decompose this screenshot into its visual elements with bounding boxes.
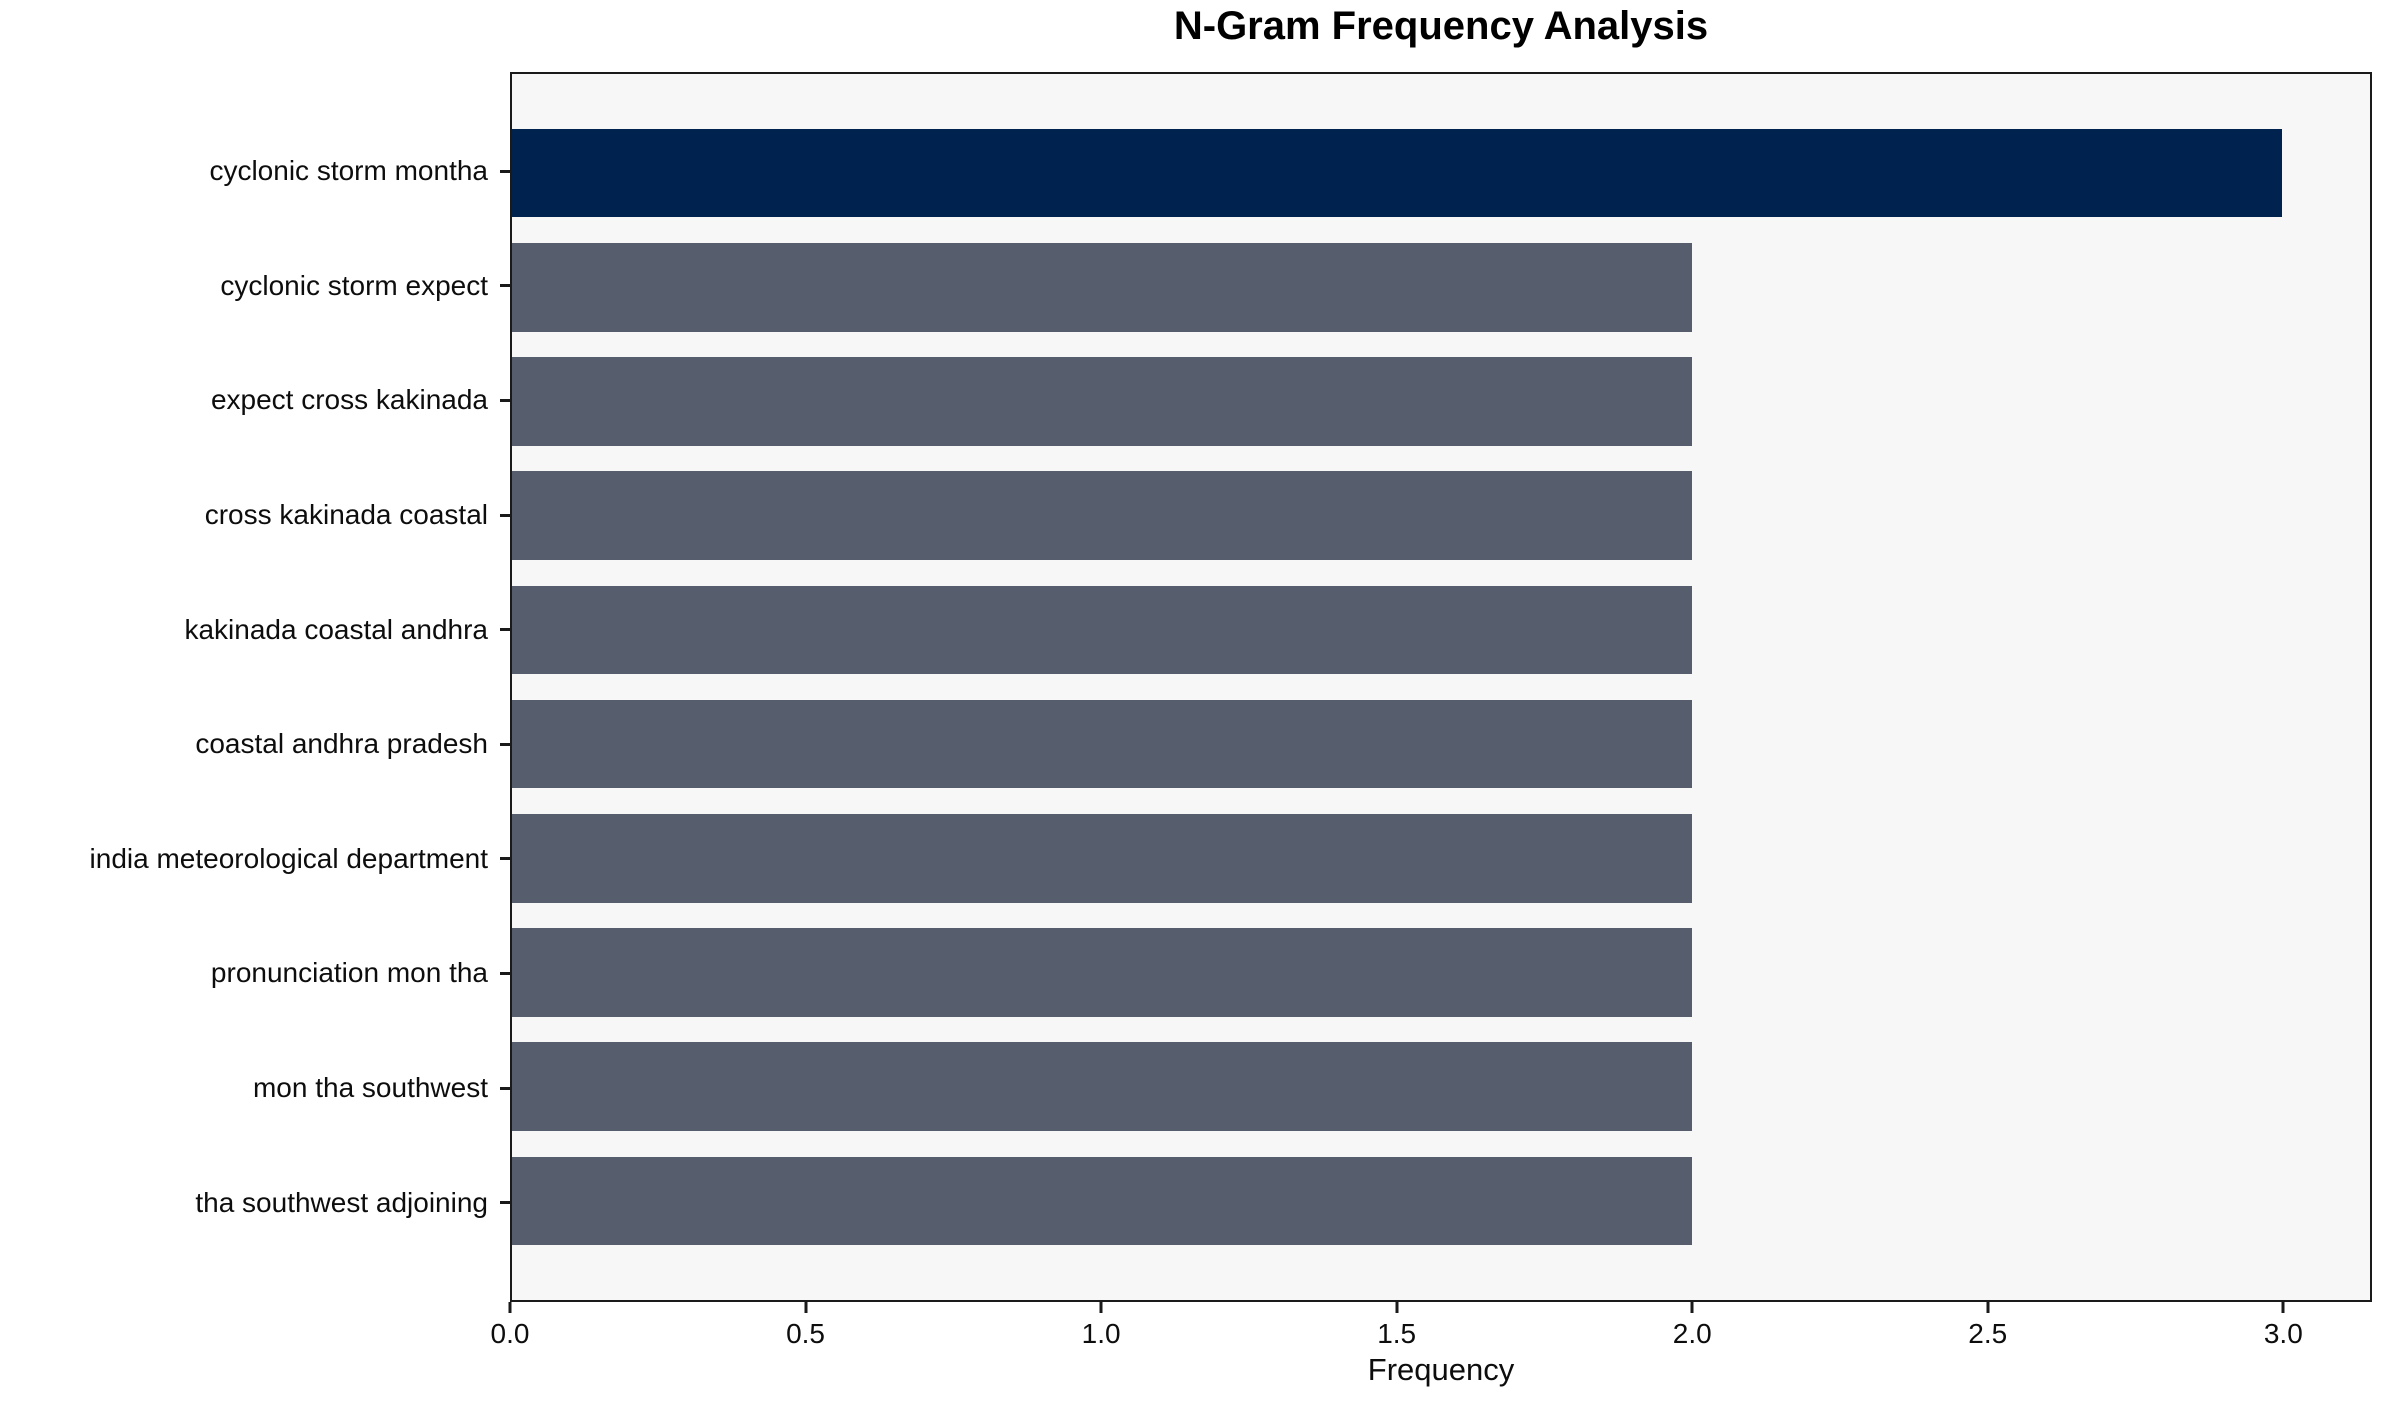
- bar: [512, 243, 1692, 332]
- y-axis-category-label: mon tha southwest: [252, 1072, 488, 1104]
- x-axis: 0.0 0.5 1.0 1.5 2.0 2.5 3.0: [491, 1302, 2372, 1372]
- y-tick-row: [500, 458, 510, 573]
- bar-band: [512, 344, 2370, 458]
- x-tick-label: 1.0: [1081, 1318, 1121, 1349]
- x-axis-title: Frequency: [1367, 1352, 1515, 1387]
- bar-band: [512, 1144, 2370, 1258]
- x-tick-mark: [508, 1302, 512, 1313]
- x-tick-mark: [1986, 1302, 1990, 1313]
- y-label-row: mon tha southwest: [0, 1031, 488, 1146]
- bar-band: [512, 230, 2370, 344]
- y-label-row: cyclonic storm expect: [0, 229, 488, 344]
- x-tick-mark: [1099, 1302, 1103, 1313]
- y-tick-row: [500, 916, 510, 1031]
- x-tick-mark: [2281, 1302, 2285, 1313]
- y-axis-ticks: [500, 114, 510, 1260]
- y-tick-mark: [500, 1201, 510, 1205]
- bar: [512, 585, 1692, 675]
- y-label-row: tha southwest adjoining: [0, 1145, 488, 1260]
- y-axis-category-label: cyclonic storm expect: [220, 269, 488, 301]
- x-tick-label: 2.5: [1968, 1318, 2008, 1349]
- y-axis-category-label: cross kakinada coastal: [204, 499, 488, 531]
- bars-container: [512, 116, 2370, 1258]
- y-tick-mark: [500, 971, 510, 975]
- bar-band: [512, 687, 2370, 801]
- bar: [512, 699, 1692, 789]
- bar: [512, 357, 1692, 446]
- plot-area: [510, 72, 2372, 1302]
- y-axis-category-label: coastal andhra pradesh: [195, 728, 488, 760]
- y-tick-mark: [500, 169, 510, 173]
- chart-title: N-Gram Frequency Analysis: [1173, 4, 1709, 48]
- y-axis-category-label: tha southwest adjoining: [195, 1186, 488, 1218]
- y-tick-row: [500, 1031, 510, 1146]
- y-label-row: cross kakinada coastal: [0, 458, 488, 573]
- bar-band: [512, 915, 2370, 1029]
- y-axis-category-label: india meteorological department: [89, 842, 488, 874]
- y-tick-row: [500, 572, 510, 687]
- bar-band: [512, 801, 2370, 915]
- y-tick-row: [500, 802, 510, 917]
- bar-band: [512, 459, 2370, 573]
- x-tick-label: 3.0: [2263, 1318, 2303, 1349]
- y-tick-row: [500, 687, 510, 802]
- y-tick-row: [500, 1145, 510, 1260]
- x-tick-label: 0.5: [786, 1318, 826, 1349]
- y-label-row: expect cross kakinada: [0, 343, 488, 458]
- y-axis-category-label: pronunciation mon tha: [210, 957, 488, 989]
- bar: [512, 814, 1692, 903]
- y-label-row: india meteorological department: [0, 802, 488, 917]
- bar: [512, 1156, 1692, 1246]
- y-label-row: coastal andhra pradesh: [0, 687, 488, 802]
- bar-band: [512, 1030, 2370, 1144]
- y-label-row: pronunciation mon tha: [0, 916, 488, 1031]
- y-tick-mark: [500, 284, 510, 288]
- y-axis-category-label: kakinada coastal andhra: [184, 613, 488, 645]
- y-tick-mark: [500, 1086, 510, 1090]
- y-axis-labels: cyclonic storm montha cyclonic storm expe…: [0, 114, 488, 1260]
- bar: [512, 928, 1692, 1017]
- x-tick-label: 0.0: [490, 1318, 530, 1349]
- x-tick-mark: [1690, 1302, 1694, 1313]
- y-label-row: cyclonic storm montha: [0, 114, 488, 229]
- y-tick-mark: [500, 513, 510, 517]
- bar: [512, 471, 1692, 560]
- bar: [512, 1042, 1692, 1131]
- y-tick-mark: [500, 742, 510, 746]
- y-tick-mark: [500, 398, 510, 402]
- y-tick-mark: [500, 628, 510, 632]
- y-label-row: kakinada coastal andhra: [0, 572, 488, 687]
- x-tick-label: 2.0: [1672, 1318, 1712, 1349]
- x-tick-mark: [804, 1302, 808, 1313]
- y-axis-category-label: cyclonic storm montha: [209, 155, 488, 187]
- x-tick-mark: [1395, 1302, 1399, 1313]
- y-axis-category-label: expect cross kakinada: [210, 384, 488, 416]
- y-tick-row: [500, 229, 510, 344]
- x-tick-label: 1.5: [1377, 1318, 1417, 1349]
- y-tick-row: [500, 343, 510, 458]
- bar-band: [512, 116, 2370, 230]
- bar: [512, 128, 2282, 218]
- y-tick-mark: [500, 857, 510, 861]
- y-tick-row: [500, 114, 510, 229]
- bar-band: [512, 573, 2370, 687]
